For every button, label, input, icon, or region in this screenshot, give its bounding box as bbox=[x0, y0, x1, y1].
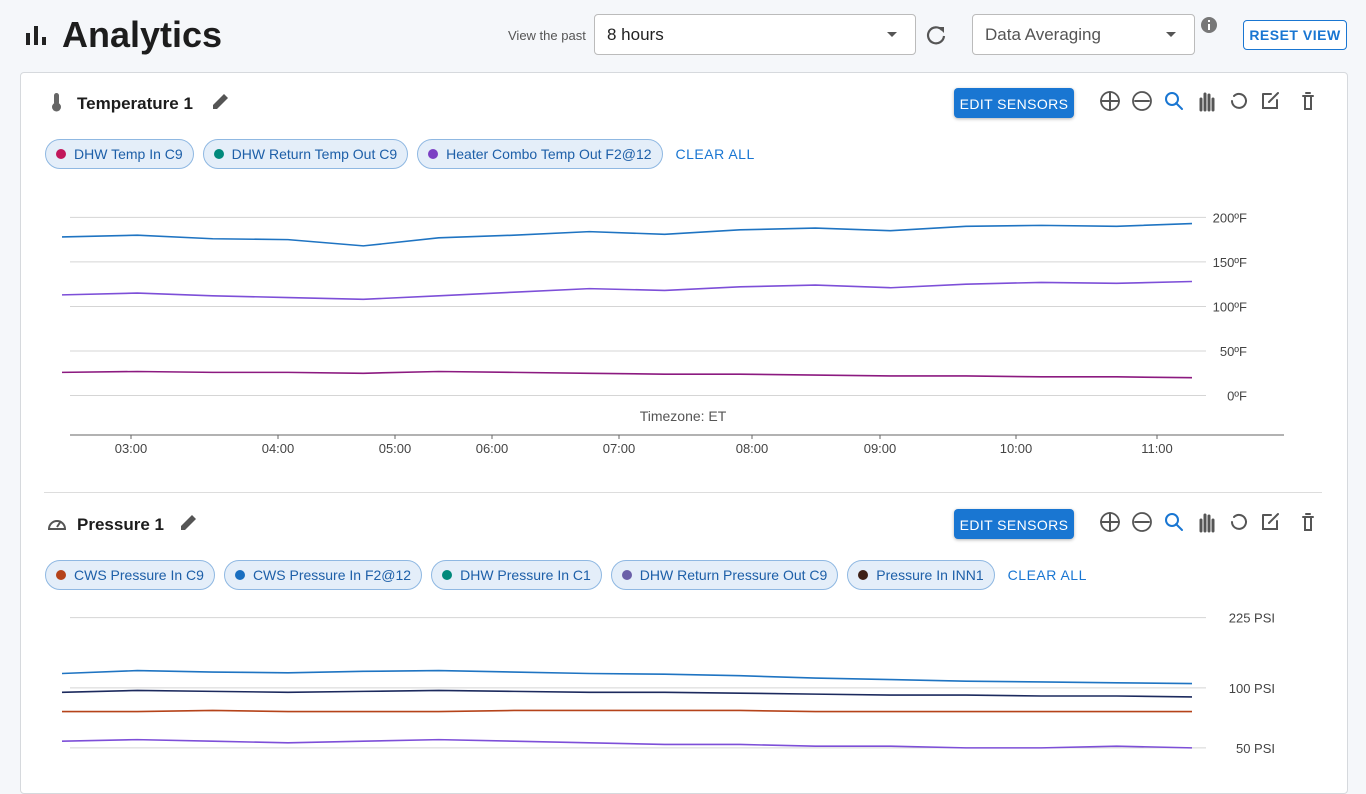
page-title: Analytics bbox=[62, 14, 223, 55]
y-tick-label: 100 PSI bbox=[1229, 681, 1275, 696]
sensor-chips: CWS Pressure In C9 CWS Pressure In F2@12 D… bbox=[45, 560, 1087, 590]
info-icon[interactable] bbox=[1200, 16, 1218, 34]
x-tick-label: 06:00 bbox=[476, 441, 509, 456]
chip-dot bbox=[56, 570, 66, 580]
edit-sensors-button[interactable]: EDIT SENSORS bbox=[954, 509, 1074, 539]
series-line bbox=[61, 669, 1193, 685]
chip-label: DHW Return Pressure Out C9 bbox=[639, 567, 828, 583]
divider bbox=[44, 492, 1322, 493]
x-tick-label: 10:00 bbox=[1000, 441, 1033, 456]
chart-tool-icon[interactable] bbox=[1131, 90, 1155, 114]
panel-icon bbox=[52, 93, 61, 112]
sensor-chips: DHW Temp In C9 DHW Return Temp Out C9 Heat… bbox=[45, 139, 755, 169]
timezone-label: Timezone: ET bbox=[640, 408, 727, 424]
x-tick-label: 09:00 bbox=[864, 441, 897, 456]
chart-tool-icon[interactable] bbox=[1297, 511, 1321, 535]
panel-card bbox=[20, 72, 1348, 794]
series-line bbox=[61, 738, 1193, 749]
sensor-chip[interactable]: Pressure In INN1 bbox=[847, 560, 995, 590]
rename-icon[interactable] bbox=[210, 90, 232, 112]
panel-icon bbox=[47, 520, 67, 530]
chip-label: DHW Temp In C9 bbox=[74, 146, 183, 162]
range-select[interactable]: 8 hours bbox=[594, 14, 916, 55]
chip-label: Pressure In INN1 bbox=[876, 567, 984, 583]
panel-title: Pressure 1 bbox=[77, 515, 164, 534]
clear-all-button[interactable]: CLEAR ALL bbox=[1007, 567, 1087, 583]
sensor-chip[interactable]: Heater Combo Temp Out F2@12 bbox=[417, 139, 663, 169]
sensor-chip[interactable]: DHW Return Temp Out C9 bbox=[202, 139, 409, 169]
chart-tool-icon[interactable] bbox=[1163, 90, 1187, 114]
chip-dot bbox=[428, 149, 439, 159]
chart-tool-icon[interactable] bbox=[1297, 90, 1321, 114]
y-tick-label: 50 PSI bbox=[1236, 741, 1275, 756]
chip-dot bbox=[442, 570, 453, 580]
chart-tool-icon[interactable] bbox=[1195, 90, 1219, 114]
sensor-chip[interactable]: CWS Pressure In F2@12 bbox=[223, 560, 423, 590]
y-tick-label: 200ºF bbox=[1213, 210, 1247, 225]
chip-label: CWS Pressure In F2@12 bbox=[252, 567, 412, 583]
averaging-value: Data Averaging bbox=[985, 25, 1101, 44]
y-tick-label: 0ºF bbox=[1227, 389, 1247, 404]
y-tick-label: 225 PSI bbox=[1229, 611, 1275, 626]
chip-dot bbox=[621, 570, 632, 580]
reset-view-button[interactable]: RESET VIEW bbox=[1243, 20, 1347, 50]
series-line bbox=[62, 709, 1192, 713]
chart-tool-icon[interactable] bbox=[1195, 511, 1219, 535]
series-line bbox=[61, 222, 1193, 247]
charts: 200ºF 150ºF 100ºF 50ºF 0ºF Timezone: ET 03:00 0… bbox=[61, 210, 1284, 756]
panel-title: Temperature 1 bbox=[77, 94, 193, 113]
chip-dot bbox=[56, 149, 66, 159]
series-line bbox=[61, 280, 1193, 301]
y-tick-label: 150ºF bbox=[1213, 255, 1247, 270]
x-tick-label: 04:00 bbox=[262, 441, 295, 456]
chart-tool-icon[interactable] bbox=[1227, 511, 1251, 535]
chip-label: DHW Pressure In C1 bbox=[460, 567, 591, 583]
series-line bbox=[61, 689, 1193, 698]
chip-label: Heater Combo Temp Out F2@12 bbox=[446, 146, 652, 162]
sensor-chip[interactable]: DHW Pressure In C1 bbox=[431, 560, 602, 590]
chip-dot bbox=[858, 570, 869, 580]
chip-label: DHW Return Temp Out C9 bbox=[231, 146, 398, 162]
refresh-icon[interactable] bbox=[925, 24, 947, 46]
rename-icon[interactable] bbox=[178, 511, 200, 533]
sensor-chip[interactable]: DHW Temp In C9 bbox=[45, 139, 194, 169]
analytics-icon bbox=[26, 26, 46, 45]
chart-tool-icon[interactable] bbox=[1259, 511, 1283, 535]
page: Analytics View the past 8 hours Data Ave… bbox=[20, 14, 1348, 794]
chart-tool-icon[interactable] bbox=[1259, 90, 1283, 114]
x-tick-label: 07:00 bbox=[603, 441, 636, 456]
chart-tool-icon[interactable] bbox=[1163, 511, 1187, 535]
y-tick-label: 100ºF bbox=[1213, 299, 1247, 314]
x-tick-label: 03:00 bbox=[115, 441, 148, 456]
chip-label: CWS Pressure In C9 bbox=[74, 567, 204, 583]
averaging-select[interactable]: Data Averaging bbox=[972, 14, 1195, 55]
y-tick-label: 50ºF bbox=[1220, 344, 1247, 359]
chart-tool-icon[interactable] bbox=[1099, 511, 1123, 535]
view-label: View the past bbox=[508, 28, 586, 43]
chart-tool-icon[interactable] bbox=[1131, 511, 1155, 535]
chip-dot bbox=[234, 570, 245, 580]
series-line bbox=[61, 370, 1193, 379]
sensor-chip[interactable]: DHW Return Pressure Out C9 bbox=[610, 560, 839, 590]
edit-sensors-button[interactable]: EDIT SENSORS bbox=[954, 88, 1074, 118]
sensor-chip[interactable]: CWS Pressure In C9 bbox=[45, 560, 215, 590]
chart-tool-icon[interactable] bbox=[1099, 90, 1123, 114]
x-tick-label: 05:00 bbox=[379, 441, 412, 456]
x-tick-label: 11:00 bbox=[1141, 441, 1173, 456]
chart-tool-icon[interactable] bbox=[1227, 90, 1251, 114]
chip-dot bbox=[213, 149, 224, 159]
clear-all-button[interactable]: CLEAR ALL bbox=[675, 146, 755, 162]
x-tick-label: 08:00 bbox=[736, 441, 769, 456]
range-value: 8 hours bbox=[607, 25, 664, 44]
